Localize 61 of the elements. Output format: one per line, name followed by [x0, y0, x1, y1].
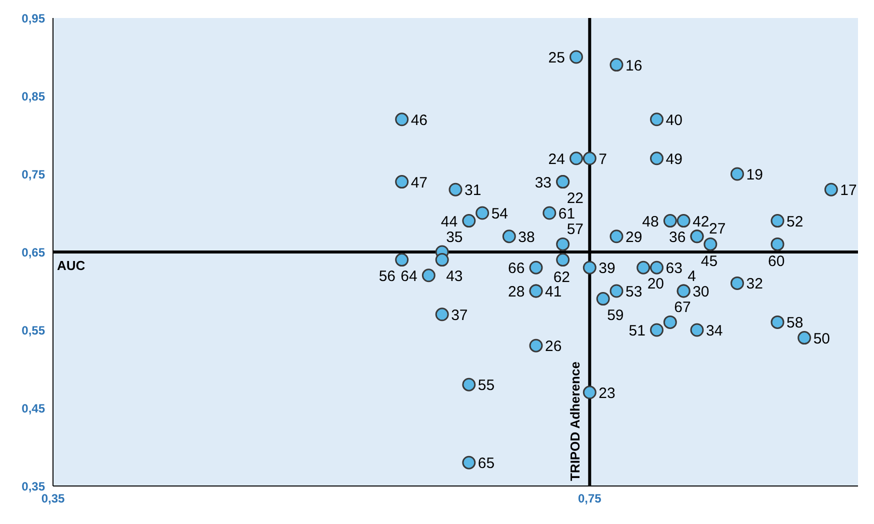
annotation: 32 — [746, 276, 763, 293]
y-tick-label: 0,45 — [22, 401, 46, 416]
annotation: 60 — [768, 253, 785, 270]
annotation: 62 — [553, 268, 570, 286]
annotation: 34 — [706, 322, 723, 340]
annotation: 37 — [451, 306, 468, 324]
y-tick-label: 0,65 — [22, 245, 46, 260]
annotation: 19 — [746, 166, 763, 184]
annotation: 51 — [628, 322, 646, 340]
annotation: 42 — [692, 213, 710, 230]
y-tick-label: 0,75 — [22, 167, 46, 182]
annotation: 29 — [626, 228, 642, 246]
annotation: 52 — [786, 213, 804, 230]
ref-line-label: AUC — [57, 258, 86, 273]
annotation: 20 — [647, 276, 664, 293]
annotation: 49 — [666, 150, 682, 168]
annotation: 65 — [478, 455, 495, 472]
annotation: 40 — [666, 112, 682, 129]
annotation: 23 — [598, 384, 616, 402]
y-tick-label: 0,85 — [22, 89, 46, 104]
annotation: 43 — [446, 268, 463, 285]
annotation: 35 — [446, 229, 463, 246]
annotation: 31 — [464, 182, 482, 200]
annotation: 55 — [478, 377, 495, 394]
annotation: 33 — [534, 174, 552, 192]
annotation: 50 — [813, 330, 830, 348]
annotation: 44 — [440, 213, 458, 230]
y-tick-label: 0,35 — [22, 479, 46, 494]
y-tick-label: 0,55 — [22, 323, 46, 338]
annotation: 28 — [508, 284, 525, 300]
annotation: 45 — [700, 253, 718, 270]
annotation: 7 — [598, 150, 608, 168]
annotation: 48 — [642, 213, 659, 230]
annotation: 39 — [598, 260, 616, 278]
annotation: 36 — [669, 228, 686, 246]
annotation: 24 — [548, 150, 565, 168]
annotation: 53 — [626, 284, 642, 300]
annotation: 30 — [692, 284, 710, 300]
annotation: 63 — [666, 260, 682, 278]
annotation: 25 — [548, 50, 565, 66]
annotation: 64 — [400, 268, 418, 285]
annotation: 22 — [566, 190, 584, 207]
annotation: 47 — [410, 174, 428, 192]
annotation: 26 — [545, 338, 562, 356]
ref-line-label: TRIPOD Adherence — [568, 362, 583, 481]
annotation: 41 — [545, 284, 562, 300]
annotation: 67 — [674, 299, 691, 316]
annotation: 59 — [607, 306, 624, 324]
annotation: 54 — [491, 206, 508, 222]
annotation: 57 — [566, 221, 584, 238]
annotation: 38 — [518, 228, 535, 246]
annotation: 17 — [840, 182, 857, 200]
annotation: 56 — [378, 268, 396, 285]
annotation: 61 — [558, 206, 576, 222]
y-tick-label: 0,95 — [22, 11, 46, 26]
annotation: 4 — [688, 268, 696, 285]
annotation: 46 — [410, 112, 428, 129]
annotation: 66 — [508, 260, 525, 278]
annotation: 27 — [709, 220, 726, 238]
annotation: 16 — [626, 57, 642, 74]
annotation: 58 — [786, 314, 804, 332]
